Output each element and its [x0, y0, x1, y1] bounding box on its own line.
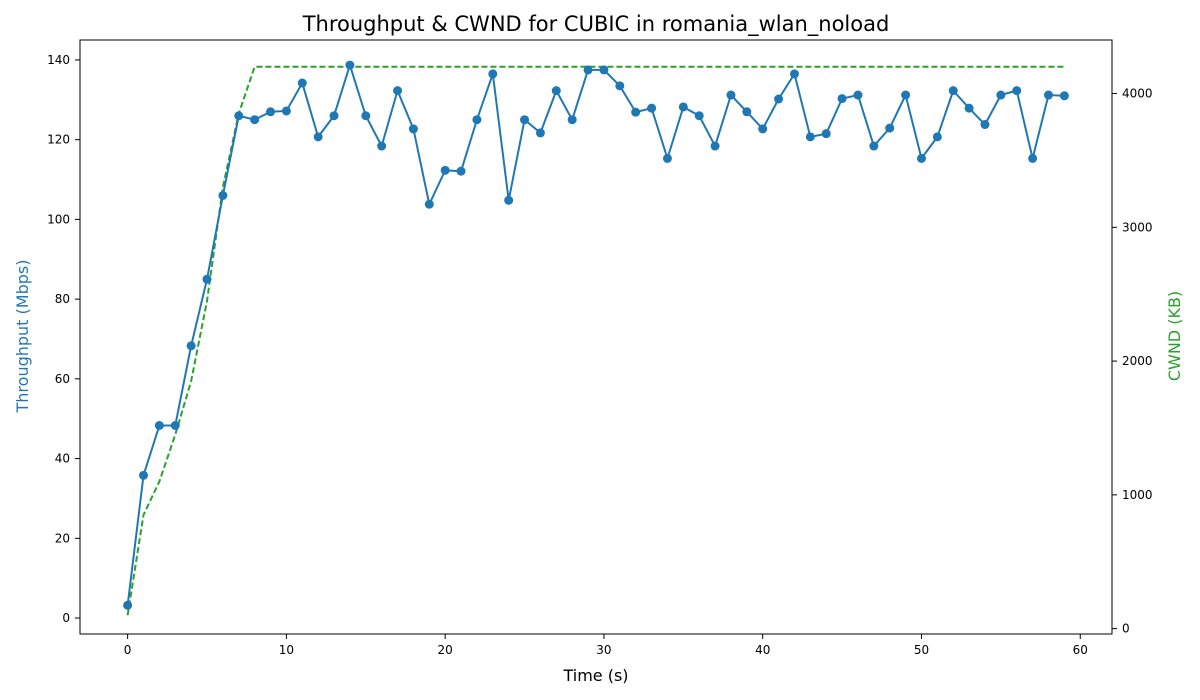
throughput-point — [472, 115, 482, 125]
throughput-point — [440, 165, 450, 175]
x-tick-label: 60 — [1073, 643, 1088, 657]
throughput-point — [329, 111, 339, 121]
throughput-point — [996, 90, 1006, 100]
plot-border — [79, 39, 1113, 635]
throughput-point — [520, 115, 530, 125]
y-axis-right: 0 1000 2000 3000 4000 — [1112, 87, 1153, 636]
x-axis-label: Time (s) — [562, 666, 628, 685]
throughput-point — [964, 103, 974, 113]
throughput-point — [837, 94, 847, 104]
throughput-point — [678, 102, 688, 112]
throughput-point — [583, 65, 593, 75]
throughput-point — [456, 166, 466, 176]
throughput-point — [1028, 153, 1038, 163]
throughput-point — [393, 86, 403, 96]
throughput-point — [313, 132, 323, 142]
y-right-tick-label: 3000 — [1122, 220, 1153, 234]
throughput-point — [281, 106, 291, 116]
throughput-point — [853, 90, 863, 100]
throughput-line — [126, 61, 1065, 606]
y-right-tick-label: 1000 — [1122, 488, 1153, 502]
throughput-point — [266, 107, 276, 117]
throughput-point — [504, 195, 514, 205]
throughput-point — [821, 129, 831, 139]
y-left-tick-label: 60 — [55, 372, 70, 386]
throughput-point — [250, 115, 260, 125]
chart-title: Throughput & CWND for CUBIC in romania_w… — [302, 12, 890, 37]
x-tick-label: 10 — [279, 643, 294, 657]
throughput-point — [154, 421, 164, 431]
plot-frame — [79, 39, 1113, 635]
throughput-point — [647, 103, 657, 113]
y-left-tick-label: 100 — [47, 212, 70, 226]
throughput-point — [234, 111, 244, 121]
throughput-point — [488, 69, 498, 79]
throughput-point — [218, 190, 228, 200]
x-tick-label: 50 — [914, 643, 929, 657]
throughput-point — [202, 274, 212, 284]
throughput-point — [139, 470, 149, 480]
throughput-point — [726, 90, 736, 100]
x-axis: 0 10 20 30 40 50 60 — [124, 634, 1088, 657]
throughput-point — [123, 600, 133, 610]
x-tick-label: 30 — [596, 643, 611, 657]
y-left-tick-label: 0 — [62, 611, 70, 625]
cwnd-line — [126, 65, 1065, 616]
throughput-point — [408, 124, 418, 134]
throughput-point — [1043, 90, 1053, 100]
x-tick-label: 20 — [438, 643, 453, 657]
x-tick-label: 40 — [755, 643, 770, 657]
y-right-tick-label: 0 — [1122, 622, 1130, 636]
throughput-point — [567, 115, 577, 125]
throughput-point — [551, 86, 561, 96]
throughput-point — [599, 65, 609, 75]
y-left-tick-label: 140 — [47, 53, 70, 67]
throughput-point — [742, 107, 752, 117]
throughput-point — [710, 141, 720, 151]
x-tick-label: 0 — [124, 643, 132, 657]
throughput-point — [948, 86, 958, 96]
throughput-point — [345, 60, 355, 70]
throughput-point — [774, 94, 784, 104]
y-axis-left-label: Throughput (Mbps) — [13, 260, 32, 414]
y-right-tick-label: 2000 — [1122, 354, 1153, 368]
throughput-point — [789, 69, 799, 79]
y-left-tick-label: 80 — [55, 292, 70, 306]
throughput-point — [758, 124, 768, 134]
series-layer — [123, 60, 1069, 616]
throughput-point — [932, 132, 942, 142]
throughput-point — [361, 111, 371, 121]
y-left-tick-label: 120 — [47, 133, 70, 147]
throughput-point — [377, 141, 387, 151]
throughput-point — [980, 120, 990, 130]
y-left-tick-label: 20 — [55, 531, 70, 545]
y-left-tick-label: 40 — [55, 452, 70, 466]
y-axis-right-label: CWND (KB) — [1165, 291, 1184, 381]
throughput-point — [631, 107, 641, 117]
throughput-point — [885, 123, 895, 133]
throughput-point — [615, 81, 625, 91]
throughput-point — [1012, 86, 1022, 96]
throughput-point — [1059, 91, 1069, 101]
throughput-point — [424, 199, 434, 209]
throughput-point — [869, 141, 879, 151]
throughput-point — [186, 341, 196, 351]
throughput-point — [916, 153, 926, 163]
throughput-point — [694, 111, 704, 121]
throughput-point — [170, 421, 180, 431]
throughput-point — [805, 132, 815, 142]
y-right-tick-label: 4000 — [1122, 87, 1153, 101]
throughput-point — [901, 90, 911, 100]
throughput-point — [662, 153, 672, 163]
throughput-point — [297, 78, 307, 88]
throughput-point — [535, 128, 545, 138]
y-axis-left: 0 20 40 60 80 100 120 140 — [47, 53, 80, 625]
